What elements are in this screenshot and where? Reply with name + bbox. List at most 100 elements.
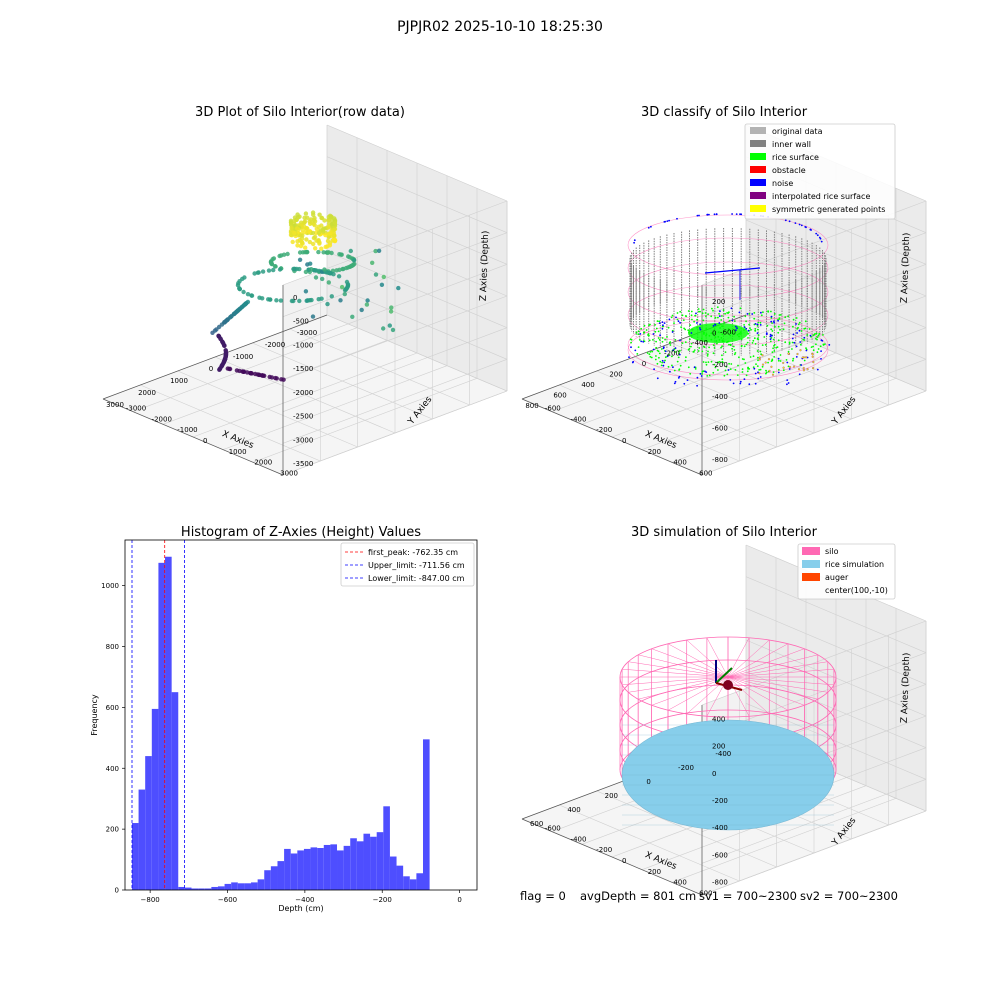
rice-point (673, 369, 676, 372)
noise-point (816, 368, 819, 371)
scatter-points (210, 210, 401, 382)
silo-spoke (628, 661, 729, 678)
rice-point (693, 349, 696, 351)
rice-point (770, 310, 772, 313)
z-axis-label: Z Axies (Depth) (479, 231, 491, 302)
data-point (381, 274, 386, 280)
rice-point (792, 359, 794, 362)
noise-point (769, 333, 772, 336)
x-tick-label: 600 (530, 820, 543, 828)
noise-point (816, 234, 819, 237)
noise-point (699, 323, 701, 326)
histogram-bar (343, 845, 351, 890)
rice-point (657, 337, 660, 339)
interpolated-point (802, 369, 805, 372)
noise-point (666, 220, 669, 223)
noise-point (666, 355, 669, 357)
rice-point (690, 310, 693, 313)
histogram-bar (356, 841, 364, 890)
data-point (279, 377, 284, 382)
rice-point (635, 331, 638, 334)
data-point (303, 245, 308, 250)
y-tick-label: 0 (622, 857, 626, 865)
rice-point (816, 351, 819, 354)
rice-point (630, 341, 632, 344)
noise-point (715, 213, 718, 216)
legend-swatch (750, 166, 766, 173)
legend-swatch (802, 547, 820, 555)
rice-point (783, 322, 786, 325)
rice-point (770, 328, 773, 331)
rice-point (637, 333, 640, 336)
rice-point (729, 344, 732, 347)
data-point (332, 237, 337, 242)
rice-point (718, 360, 721, 363)
rice-point (753, 337, 756, 340)
rice-point (769, 340, 772, 343)
noise-point (770, 315, 773, 318)
y-tick-label: 400 (106, 765, 119, 773)
rice-point (743, 358, 745, 361)
rice-point (676, 312, 679, 314)
data-point (325, 238, 331, 244)
rice-point (733, 320, 736, 322)
data-point (223, 352, 229, 358)
rice-point (752, 339, 755, 342)
data-point (303, 211, 309, 216)
y-tick-label: 1000 (101, 582, 119, 590)
data-point (239, 304, 245, 310)
rice-point (673, 322, 675, 324)
z-tick-label: 200 (712, 743, 725, 751)
rice-point (774, 325, 776, 328)
data-point (303, 230, 308, 235)
data-point (307, 219, 312, 224)
data-point (266, 268, 272, 273)
data-point (327, 243, 333, 248)
noise-point (734, 325, 737, 328)
noise-point (770, 334, 773, 337)
plot-frame (124, 539, 478, 891)
noise-point (675, 316, 677, 319)
rice-point (787, 365, 790, 368)
rice-point (791, 348, 793, 350)
rice-point (656, 349, 659, 352)
silo-ring (627, 261, 829, 323)
rice-point (717, 361, 719, 364)
rice-point (710, 315, 713, 318)
data-point (295, 212, 300, 217)
histogram-bar (231, 882, 238, 890)
x-tick-label: 3000 (106, 401, 124, 409)
silo-spoke (727, 668, 834, 678)
rice-point (733, 349, 736, 351)
noise-point (640, 340, 643, 343)
rice-point (643, 324, 646, 327)
data-point (329, 214, 334, 219)
rice-point (734, 369, 737, 371)
histogram-bar (257, 879, 265, 890)
noise-point (679, 321, 681, 324)
rice-point (677, 356, 680, 359)
x-tick-label: 2000 (138, 389, 156, 397)
noise-point (695, 312, 697, 315)
rice-point (803, 327, 806, 330)
rice-point (782, 328, 785, 331)
noise-point (796, 332, 798, 334)
noise-point (798, 223, 801, 226)
rice-point (810, 346, 813, 348)
noise-point (696, 322, 698, 324)
z-tick-label: 0 (712, 770, 716, 778)
rice-point (777, 359, 780, 362)
data-point (236, 281, 241, 286)
histogram-bar (184, 887, 192, 890)
noise-point (650, 225, 652, 228)
rice-point (669, 344, 672, 346)
data-point (316, 224, 321, 229)
histogram-bar (409, 879, 417, 890)
rice-point (812, 334, 815, 337)
noise-point (795, 323, 797, 325)
data-point (323, 244, 328, 250)
rice-point (698, 310, 700, 313)
tick-labels: −800 −600 −400 −200 0 0 200 400 600 800 1000 (101, 582, 462, 904)
noise-point (754, 382, 757, 385)
